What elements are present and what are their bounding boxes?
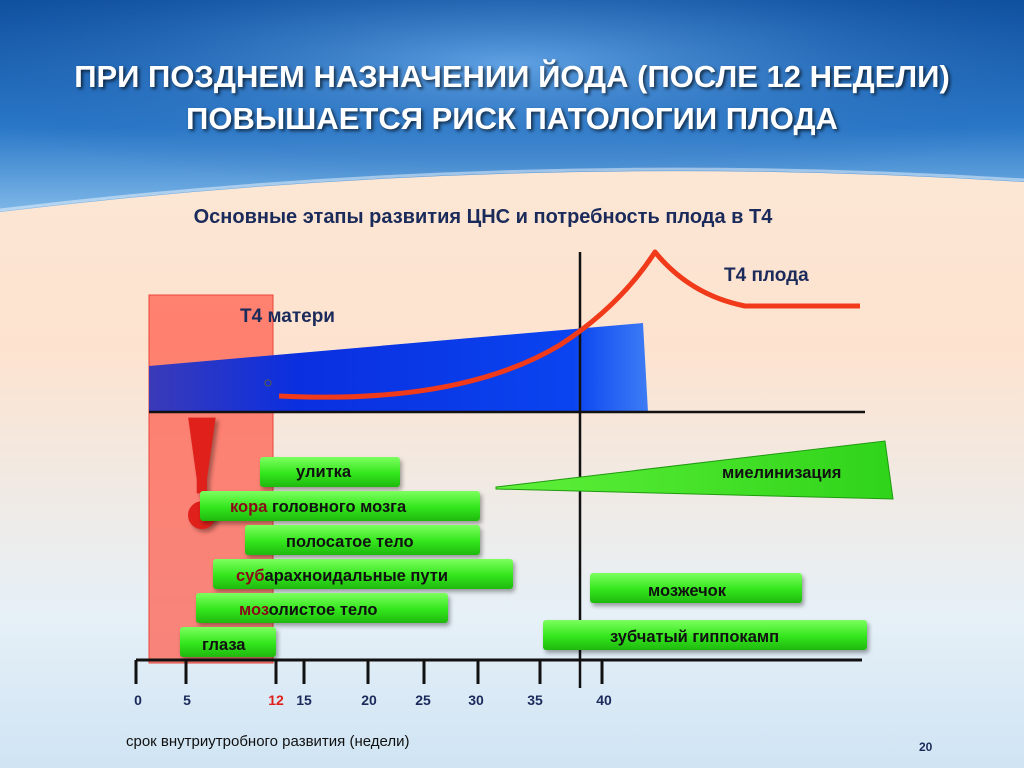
bar-corpus-callosum-label: мозолистое тело: [239, 601, 377, 620]
x-tick-label: 20: [361, 692, 377, 708]
bar-myelination-label: миелинизация: [722, 464, 842, 482]
page-number: 20: [919, 740, 933, 754]
x-tick-label: 0: [134, 692, 142, 708]
bar-eyes-label: глаза: [202, 636, 246, 654]
x-tick-label: 40: [596, 692, 612, 708]
bar-subarachnoid-label: субарахноидальные пути: [236, 567, 448, 586]
myelination-wedge: [495, 440, 894, 500]
timeline-ticks: [134, 660, 604, 684]
x-tick-label: 35: [527, 692, 543, 708]
x-tick-label: 15: [296, 692, 312, 708]
bar-cerebellum-label: мозжечок: [648, 582, 726, 600]
diagram-subtitle: Основные этапы развития ЦНС и потребност…: [193, 206, 773, 228]
bar-cochlea-label: улитка: [296, 463, 352, 481]
bar-cortex-label-prefix: кора: [230, 498, 268, 516]
bar-eyes: [180, 627, 276, 657]
x-tick-label: 25: [415, 692, 431, 708]
bar-dentate-hippocampus-label: зубчатый гиппокамп: [610, 628, 780, 646]
x-tick-label: 5: [183, 692, 191, 708]
slide-title-line-2: ПОВЫШАЕТСЯ РИСК ПАТОЛОГИИ ПЛОДА: [186, 101, 838, 136]
fetal-t4-label: Т4 плода: [724, 265, 809, 286]
maternal-t4-area: [149, 323, 648, 412]
maternal-t4-label: Т4 матери: [240, 306, 335, 327]
bar-cochlea: [260, 457, 400, 487]
bar-striatum-label: полосатое тело: [286, 533, 414, 551]
fetal-t4-curve: [278, 249, 860, 400]
bar-subarachnoid: [213, 559, 513, 589]
bar-corpus-callosum: [196, 593, 448, 623]
bar-subarachnoid-label-rest: арахноидальные пути: [264, 567, 449, 585]
x-axis-label: срок внутриутробного развития (недели): [126, 733, 410, 750]
bar-cerebellum: [590, 573, 802, 603]
bar-cortex: [200, 491, 480, 521]
bar-corpus-callosum-label-rest: олистое тело: [268, 601, 378, 619]
bar-cortex-label: кора головного мозга: [230, 498, 406, 517]
bar-subarachnoid-label-prefix: суб: [236, 567, 265, 585]
x-tick-label-highlight: 12: [268, 692, 284, 708]
marker-dot: [264, 379, 272, 387]
bar-dentate-hippocampus: [543, 620, 867, 650]
bar-corpus-callosum-label-prefix: моз: [239, 601, 269, 619]
bar-striatum: [245, 525, 480, 555]
x-tick-label: 30: [468, 692, 484, 708]
slide-title-line-1: ПРИ ПОЗДНЕМ НАЗНАЧЕНИИ ЙОДА (ПОСЛЕ 12 НЕ…: [74, 59, 950, 94]
alert-exclamation-icon: !: [169, 387, 235, 563]
bar-cortex-label-rest: головного мозга: [267, 498, 407, 516]
